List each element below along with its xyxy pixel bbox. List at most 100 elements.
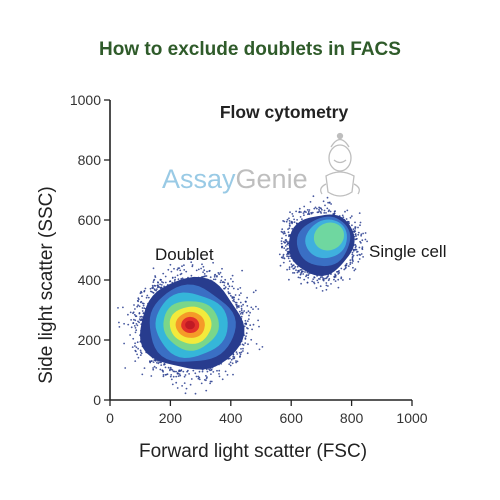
event-dot bbox=[239, 287, 242, 289]
event-dot bbox=[161, 281, 163, 283]
event-dot bbox=[303, 278, 306, 281]
event-dot bbox=[238, 351, 241, 354]
event-dot bbox=[143, 367, 146, 369]
event-dot bbox=[224, 286, 227, 289]
event-dot bbox=[175, 381, 178, 384]
event-dot bbox=[198, 378, 201, 381]
event-dot bbox=[301, 271, 303, 273]
event-dot bbox=[320, 208, 323, 211]
event-dot bbox=[334, 280, 337, 282]
event-dot bbox=[303, 210, 306, 213]
event-dot bbox=[151, 360, 153, 362]
event-dot bbox=[296, 271, 299, 274]
event-dot bbox=[130, 319, 133, 321]
event-dot bbox=[313, 282, 316, 285]
event-dot bbox=[286, 241, 288, 243]
event-dot bbox=[232, 287, 235, 290]
event-dot bbox=[153, 365, 156, 368]
event-dot bbox=[197, 377, 200, 380]
event-dot bbox=[144, 287, 147, 290]
event-dot bbox=[177, 370, 180, 372]
event-dot bbox=[134, 360, 137, 362]
event-dot bbox=[135, 315, 138, 318]
event-dot bbox=[249, 311, 252, 314]
event-dot bbox=[218, 373, 220, 375]
event-dot bbox=[208, 368, 211, 371]
event-dot bbox=[297, 269, 299, 272]
event-dot bbox=[151, 290, 153, 293]
event-dot bbox=[312, 278, 315, 280]
event-dot bbox=[153, 284, 156, 287]
event-dot bbox=[302, 273, 305, 275]
event-dot bbox=[314, 206, 317, 209]
event-dot bbox=[309, 201, 312, 203]
event-dot bbox=[229, 364, 232, 367]
event-dot bbox=[291, 266, 293, 268]
event-dot bbox=[341, 214, 344, 217]
event-dot bbox=[233, 298, 235, 301]
event-dot bbox=[239, 353, 242, 356]
event-dot bbox=[183, 375, 186, 378]
event-dot bbox=[141, 373, 144, 376]
assaygenie-watermark: AssayGenie bbox=[162, 132, 360, 197]
event-dot bbox=[353, 230, 356, 232]
event-dot bbox=[299, 269, 302, 271]
y-tick-label: 800 bbox=[78, 152, 102, 168]
event-dot bbox=[287, 250, 290, 253]
event-dot bbox=[162, 375, 165, 378]
event-dot bbox=[177, 375, 180, 377]
x-tick-label: 200 bbox=[159, 410, 183, 426]
event-dot bbox=[366, 240, 368, 243]
event-dot bbox=[157, 281, 159, 284]
event-dot bbox=[246, 327, 248, 329]
event-dot bbox=[245, 311, 248, 314]
event-dot bbox=[118, 321, 120, 324]
event-dot bbox=[240, 311, 243, 314]
event-dot bbox=[237, 288, 239, 291]
event-dot bbox=[236, 360, 239, 363]
event-dot bbox=[308, 213, 311, 216]
event-dot bbox=[152, 286, 154, 288]
event-dot bbox=[285, 220, 288, 223]
event-dot bbox=[349, 216, 352, 219]
event-dot bbox=[205, 275, 208, 277]
x-axis-ticks: 0 200 400 600 800 1000 bbox=[106, 400, 428, 426]
event-dot bbox=[244, 319, 247, 322]
event-dot bbox=[137, 300, 140, 303]
event-dot bbox=[330, 203, 332, 205]
event-dot bbox=[194, 372, 197, 375]
event-dot bbox=[174, 278, 176, 281]
event-dot bbox=[203, 273, 206, 275]
event-dot bbox=[135, 329, 138, 332]
event-dot bbox=[218, 369, 221, 372]
event-dot bbox=[294, 266, 297, 268]
event-dot bbox=[173, 267, 175, 270]
event-dot bbox=[288, 266, 291, 269]
event-dot bbox=[169, 375, 172, 378]
event-dot bbox=[142, 312, 145, 314]
event-dot bbox=[232, 299, 235, 302]
y-axis-ticks: 0 200 400 600 800 1000 bbox=[70, 92, 110, 408]
event-dot bbox=[219, 281, 222, 284]
event-dot bbox=[307, 276, 310, 279]
event-dot bbox=[210, 380, 213, 383]
event-dot bbox=[184, 374, 187, 376]
event-dot bbox=[319, 285, 322, 288]
event-dot bbox=[358, 258, 361, 260]
event-dot bbox=[358, 212, 361, 215]
event-dot bbox=[306, 209, 309, 211]
event-dot bbox=[118, 326, 121, 328]
event-dot bbox=[303, 205, 306, 208]
event-dot bbox=[132, 312, 134, 315]
event-dot bbox=[357, 233, 360, 236]
event-dot bbox=[288, 235, 290, 238]
event-dot bbox=[223, 287, 225, 290]
event-dot bbox=[139, 316, 142, 318]
event-dot bbox=[319, 276, 322, 279]
y-axis-title: Side light scatter (SSC) bbox=[36, 186, 57, 383]
event-dot bbox=[344, 267, 347, 270]
chart-subtitle: Flow cytometry bbox=[220, 102, 349, 122]
event-dot bbox=[247, 310, 250, 313]
event-dot bbox=[340, 276, 343, 279]
event-dot bbox=[359, 240, 361, 243]
